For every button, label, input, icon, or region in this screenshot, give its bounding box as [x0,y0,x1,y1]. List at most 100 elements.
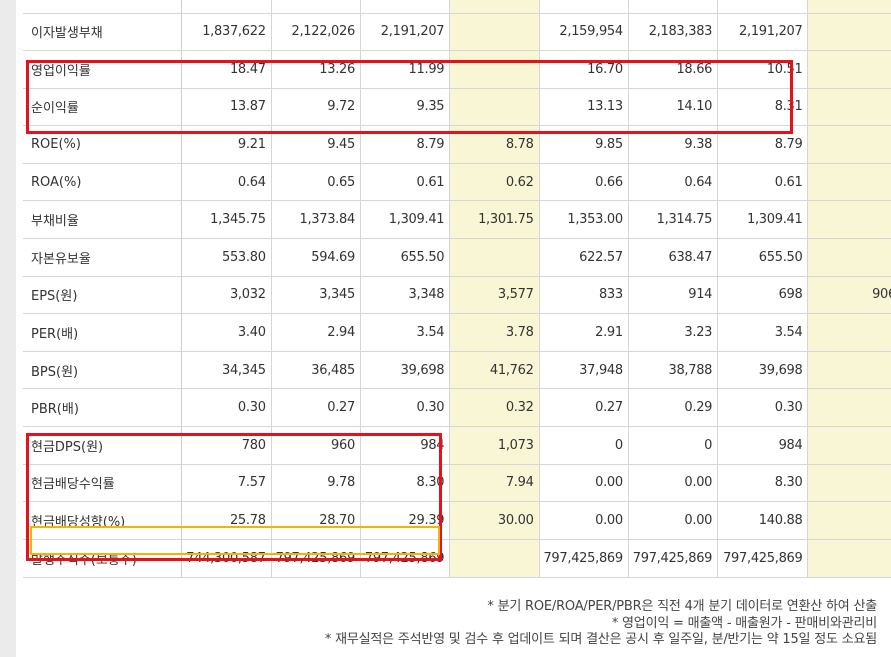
table-cell: 36,485 [271,351,361,390]
table-cell: 3.78 [449,313,540,352]
table-cell [360,0,451,14]
table-cell: 30.00 [449,501,540,540]
table-cell: 8.31 [717,88,809,127]
table-cell: 9.38 [628,125,719,164]
table-cell: 1,301.75 [449,200,540,240]
table-cell: 9.85 [539,125,629,164]
table-cell: 0.27 [271,388,361,428]
table-cell: 797,425,869 [271,539,361,578]
table-cell: 3.54 [717,313,809,352]
table-cell: 37,948 [539,351,629,390]
table-cell: 28.70 [271,501,361,540]
table-cell: 3,345 [271,276,361,315]
table-cell [807,125,891,164]
table-cell [807,388,891,428]
table-row: 영업이익률 18.47 13.26 11.99 16.70 18.66 10.51 [23,50,891,89]
table-cell: 1,309.41 [717,200,809,240]
table-cell: 18.66 [628,50,719,89]
table-cell: 655.50 [360,238,451,277]
row-label: PBR(배) [23,388,183,428]
table-cell: 0.00 [539,501,629,540]
table-cell: 1,353.00 [539,200,629,240]
table-cell [807,464,891,503]
table-cell: 8.78 [449,125,540,164]
row-label: 현금배당성향(%) [23,501,183,540]
row-label: 현금배당수익률 [23,464,183,503]
table-cell [807,163,891,202]
table-cell: 797,425,869 [628,539,719,578]
table-cell: 18.47 [181,50,272,89]
table-cell: 11.99 [360,50,451,89]
table-cell: 2.94 [271,313,361,352]
table-cell: 7.94 [449,464,540,503]
table-cell: 0.65 [271,163,361,202]
table-cell: 960 [271,426,361,465]
table-cell [449,50,540,89]
table-cell [449,539,540,578]
row-label: BPS(원) [23,351,183,390]
table-cell: 9.78 [271,464,361,503]
table-cell [449,88,540,127]
table-cell: 0.29 [628,388,719,428]
table-cell: 34,345 [181,351,272,390]
row-label: ROE(%) [23,125,183,164]
table-cell: 1,373.84 [271,200,361,240]
table-cell: 622.57 [539,238,629,277]
table-cell: 797,425,869 [717,539,809,578]
table-cell: 2,191,207 [360,13,451,52]
table-cell: 38,788 [628,351,719,390]
table-cell: 9.72 [271,88,361,127]
footnote-update-timing: * 재무실적은 주석반영 및 검수 후 업데이트 되며 결산은 공시 후 일주일… [324,632,877,647]
table-cell [807,50,891,89]
table-cell [807,501,891,540]
table-cell: 16.70 [539,50,629,89]
table-cell: 8.79 [360,125,451,164]
table-cell: 906 [807,276,891,315]
table-cell: 14.10 [628,88,719,127]
footnote-operating-profit: * 영업이익 = 매출액 - 매출원가 - 판매비와관리비 [611,615,877,631]
table-cell [807,0,891,14]
table-cell: 0.00 [539,464,629,503]
table-cell: 797,425,869 [539,539,629,578]
financial-table: FCF이자발생부채1,837,6222,122,0262,191,2072,15… [23,0,891,578]
table-row: 현금배당수익률 7.57 9.78 8.30 7.94 0.00 0.00 8.30 [23,464,891,503]
table-cell [449,13,540,52]
table-cell: 0.62 [449,163,540,202]
table-row: 발행주식수(보통주) 744,300,587 797,425,869 797,425,… [23,539,891,578]
table-cell: 0.32 [449,388,540,428]
table-cell: 2,159,954 [539,13,629,52]
financial-table-body: FCF이자발생부채1,837,6222,122,0262,191,2072,15… [23,0,891,578]
table-cell: 3.54 [360,313,451,352]
table-cell: 8.30 [717,464,809,503]
table-cell [807,426,891,465]
table-cell [807,313,891,352]
row-label: FCF [23,0,183,14]
table-cell: 9.35 [360,88,451,127]
table-cell: 0.61 [360,163,451,202]
row-label: 부채비율 [23,200,183,240]
table-cell: 0.64 [628,163,719,202]
table-cell: 39,698 [717,351,809,390]
table-cell: 0 [628,426,719,465]
table-cell: 797,425,869 [360,539,451,578]
table-cell: 2,191,207 [717,13,809,52]
table-row: BPS(원) 34,345 36,485 39,698 41,762 37,948 38,7… [23,351,891,390]
table-cell: 7.57 [181,464,272,503]
row-label: 자본유보율 [23,238,183,277]
table-cell: 10.51 [717,50,809,89]
table-cell [807,238,891,277]
table-cell: 13.13 [539,88,629,127]
table-cell: 0.30 [360,388,451,428]
table-cell: 41,762 [449,351,540,390]
table-cell [181,0,272,14]
table-cell: 9.21 [181,125,272,164]
table-row: FCF [23,0,891,14]
table-row: 이자발생부채 1,837,622 2,122,026 2,191,207 2,159,9… [23,13,891,52]
table-cell [807,88,891,127]
row-label: 현금DPS(원) [23,426,183,465]
table-cell: 833 [539,276,629,315]
table-row: ROE(%) 9.21 9.45 8.79 8.78 9.85 9.38 8.79 [23,125,891,164]
table-cell: 3,577 [449,276,540,315]
table-cell: 0.61 [717,163,809,202]
